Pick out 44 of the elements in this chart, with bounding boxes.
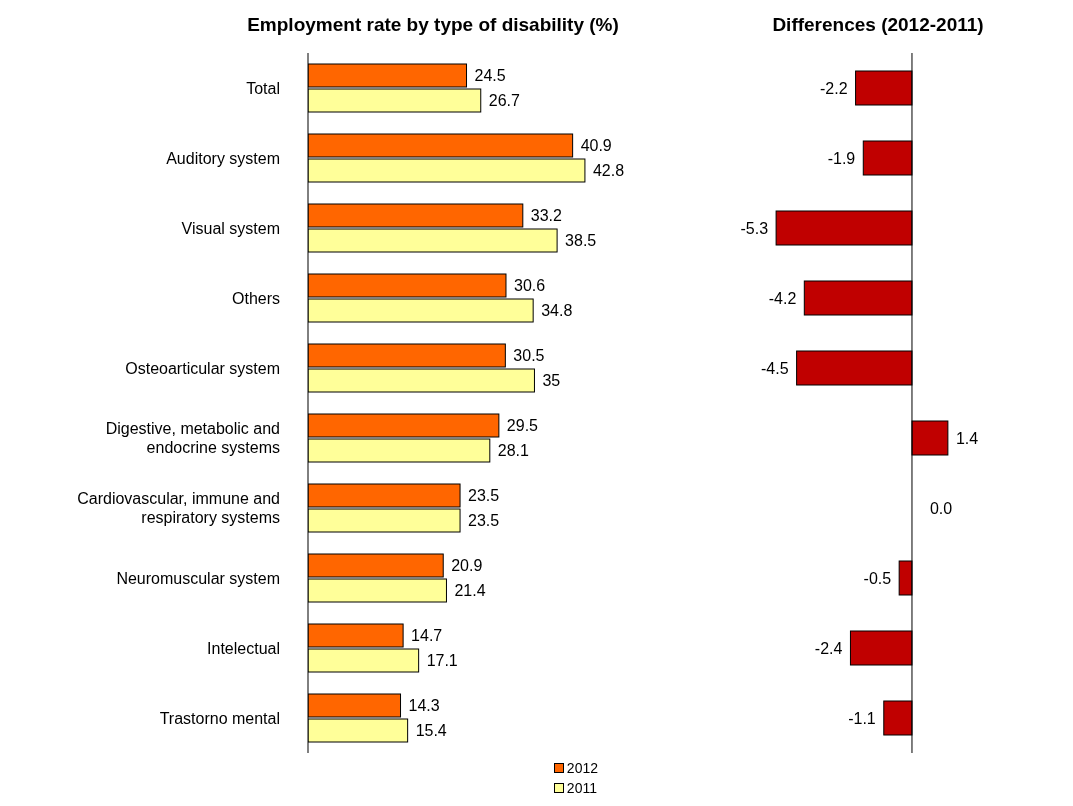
data-label: 42.8: [592, 162, 625, 180]
data-label: -1.1: [848, 709, 876, 727]
data-label: 40.9: [580, 137, 612, 155]
data-label: -2.4: [814, 639, 843, 657]
chart-title: Employment rate by type of disability (%): [246, 13, 620, 37]
data-label: 30.6: [513, 277, 546, 295]
legend-label: 2012: [566, 760, 598, 776]
y-tick-label: Total: [246, 79, 280, 97]
data-label: 26.7: [488, 92, 520, 110]
data-label: 38.5: [565, 232, 597, 250]
y-tick-label: Digestive, metabolic and endocrine systems: [105, 420, 280, 457]
data-label: 0.0: [929, 499, 953, 517]
data-label: 24.5: [474, 67, 506, 85]
data-label: 17.1: [426, 652, 458, 670]
data-label: -0.5: [863, 569, 892, 587]
data-label: 28.1: [497, 442, 530, 460]
y-tick-label: Trastorno mental: [159, 709, 280, 727]
data-label: 20.9: [451, 557, 483, 575]
y-tick-label: Cardiovascular, immune and respiratory systems: [77, 490, 280, 527]
data-label: 35: [542, 372, 561, 390]
y-tick-label: Others: [231, 289, 280, 307]
data-label: 1.4: [955, 429, 979, 447]
chart-title: Differences (2012-2011): [771, 13, 985, 37]
data-label: 23.5: [468, 512, 500, 530]
data-label: 33.2: [530, 207, 563, 225]
data-label: 15.4: [415, 722, 447, 740]
data-label: -1.9: [827, 149, 856, 167]
data-label: -4.2: [768, 289, 797, 307]
legend-label: 2011: [566, 780, 597, 796]
y-tick-label: Auditory system: [166, 149, 280, 167]
data-label: 14.3: [408, 697, 440, 715]
data-label: 29.5: [506, 417, 539, 435]
data-label: 14.7: [411, 627, 443, 645]
data-label: 30.5: [513, 347, 545, 365]
data-label: -4.5: [761, 359, 789, 377]
y-tick-label: Intelectual: [207, 639, 280, 657]
y-tick-label: Neuromuscular system: [116, 569, 280, 587]
data-label: 23.5: [468, 487, 500, 505]
y-tick-label: Osteoarticular system: [125, 359, 280, 377]
data-label: -2.2: [820, 79, 848, 97]
data-label: 21.4: [454, 582, 486, 600]
y-tick-label: Visual system: [181, 219, 280, 237]
data-label: -5.3: [740, 219, 769, 237]
data-label: 34.8: [541, 302, 573, 320]
